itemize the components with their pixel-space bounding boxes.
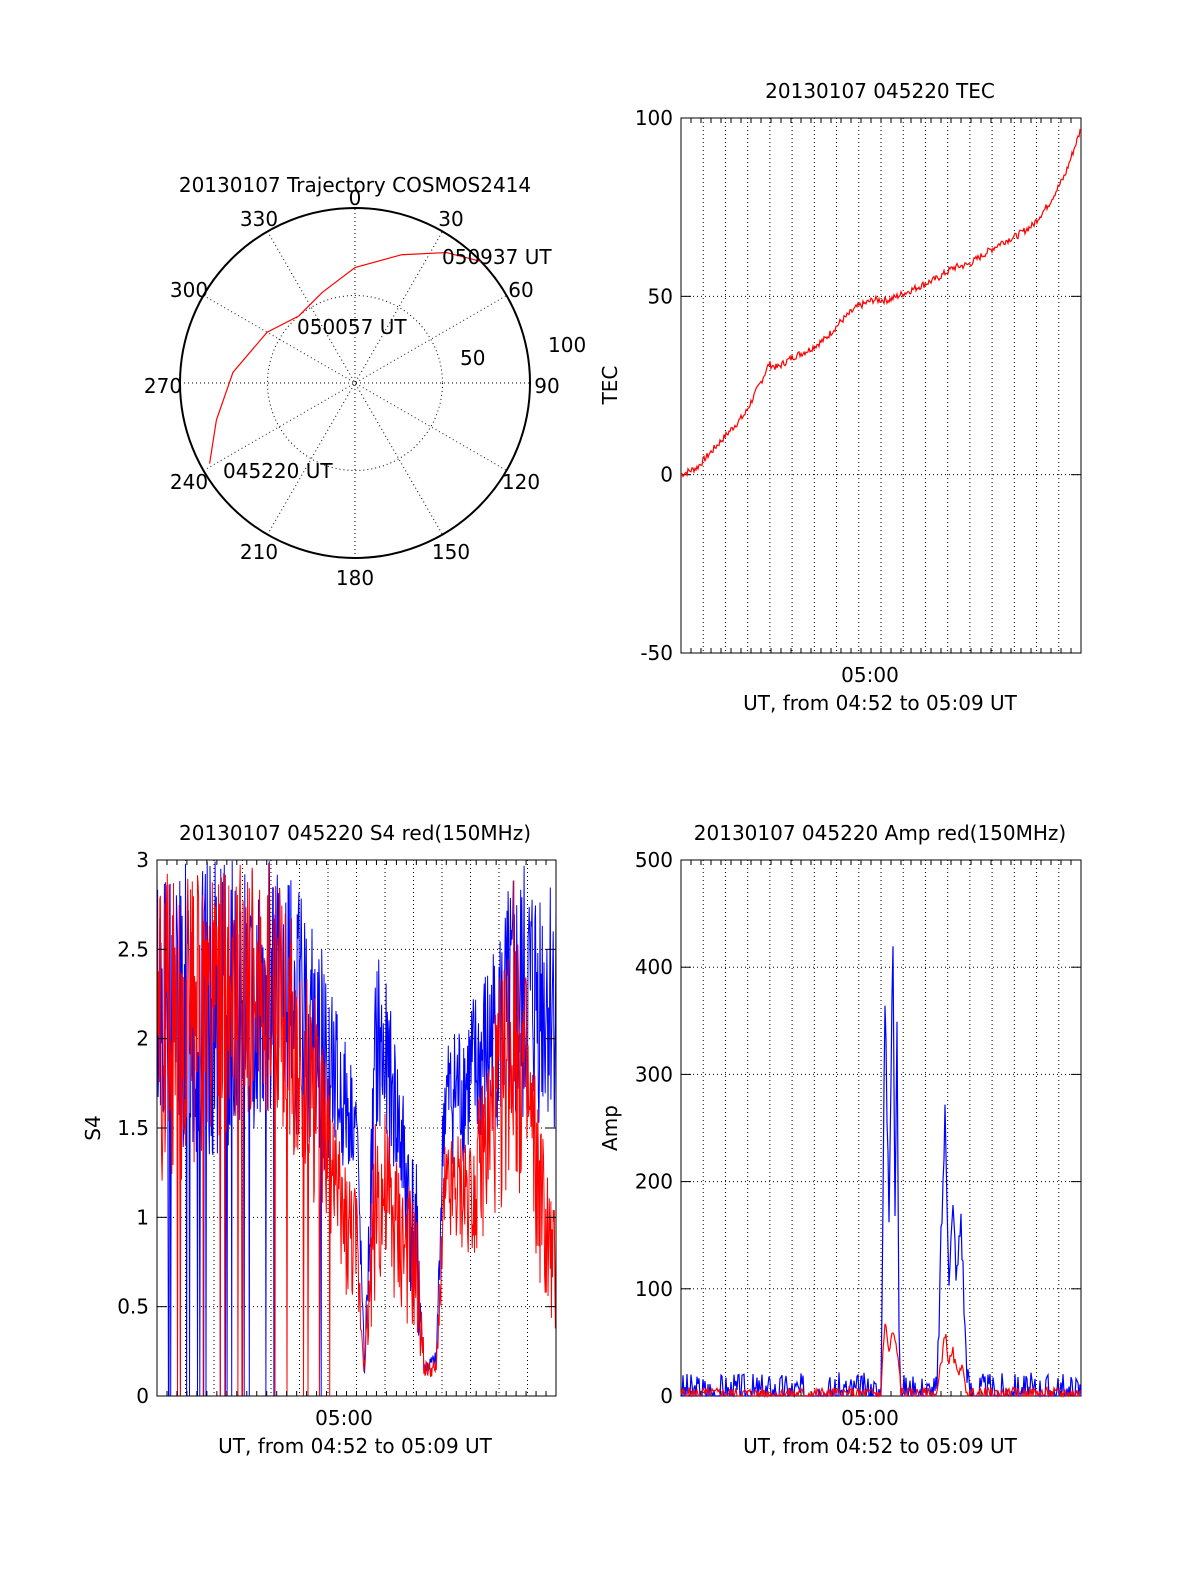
amp-series-red <box>680 1323 1082 1399</box>
amp-ytick-label: 200 <box>635 1170 673 1194</box>
s4-series-red <box>156 863 557 1397</box>
amp-xlabel: UT, from 04:52 to 05:09 UT <box>743 1434 1018 1458</box>
polar-radial-label-50: 50 <box>460 346 485 370</box>
s4-ytick-label: 2 <box>136 1027 149 1051</box>
polar-grid <box>180 208 530 558</box>
polar-az-label-90: 90 <box>534 374 559 398</box>
polar-ring-50 <box>267 295 443 471</box>
amp-ytick-label: 100 <box>635 1277 673 1301</box>
tec-title: 20130107 045220 TEC <box>765 79 995 103</box>
s4-title: 20130107 045220 S4 red(150MHz) <box>179 821 531 845</box>
polar-az-label-120: 120 <box>502 470 540 494</box>
tec-ytick-label: 0 <box>660 463 673 487</box>
polar-outer-ring <box>179 207 531 559</box>
polar-az-label-30: 30 <box>438 207 463 231</box>
polar-az-label-150: 150 <box>432 540 470 564</box>
s4-series-blue <box>156 860 557 1397</box>
amp-grid <box>681 860 1081 1396</box>
tec-ytick-label: -50 <box>640 641 673 665</box>
s4-ytick-label: 2.5 <box>117 937 149 961</box>
polar-az-label-210: 210 <box>240 540 278 564</box>
s4-ytick-label: 0.5 <box>117 1295 149 1319</box>
polar-annotation-mid: 050057 UT <box>297 315 407 339</box>
tec-series-line <box>680 128 1082 478</box>
tec-ytick-label: 50 <box>648 284 673 308</box>
s4-ytick-label: 1.5 <box>117 1116 149 1140</box>
polar-trajectory-line <box>209 251 482 464</box>
polar-az-label-0: 0 <box>349 186 362 210</box>
s4-ytick-label: 3 <box>136 848 149 872</box>
polar-radial-label-100: 100 <box>548 333 586 357</box>
tec-xtick-0500: 05:00 <box>841 663 899 687</box>
tec-y-ticks: 100 50 0 -50 <box>635 106 1081 665</box>
polar-az-label-60: 60 <box>508 278 533 302</box>
amp-ytick-label: 500 <box>635 848 673 872</box>
amp-xtick-0500: 05:00 <box>841 1406 899 1430</box>
amp-ylabel: Amp <box>598 1105 622 1151</box>
tec-grid <box>681 118 1081 653</box>
tec-ylabel: TEC <box>598 366 622 406</box>
s4-series <box>156 860 557 1397</box>
polar-plot: 20130107 Trajectory COSMOS2414 0 30 60 90 12… <box>144 173 586 590</box>
s4-xlabel: UT, from 04:52 to 05:09 UT <box>218 1434 493 1458</box>
amp-ytick-label: 400 <box>635 955 673 979</box>
s4-ytick-label: 0 <box>136 1384 149 1408</box>
amp-title: 20130107 045220 Amp red(150MHz) <box>694 821 1066 845</box>
polar-az-label-240: 240 <box>170 470 208 494</box>
tec-xlabel: UT, from 04:52 to 05:09 UT <box>743 691 1018 715</box>
polar-azimuth-labels: 0 30 60 90 120 150 180 210 240 270 300 330 <box>144 186 560 590</box>
polar-az-label-180: 180 <box>336 566 374 590</box>
polar-az-label-270: 270 <box>144 374 182 398</box>
polar-title: 20130107 Trajectory COSMOS2414 <box>179 173 531 197</box>
s4-y-ticks: 3 2.5 2 1.5 1 0.5 0 <box>117 848 556 1408</box>
polar-annotation-end: 050937 UT <box>442 245 552 269</box>
polar-az-label-300: 300 <box>170 278 208 302</box>
tec-ytick-label: 100 <box>635 106 673 130</box>
s4-ytick-label: 1 <box>136 1205 149 1229</box>
amp-ytick-label: 300 <box>635 1062 673 1086</box>
s4-xtick-0500: 05:00 <box>315 1406 373 1430</box>
polar-az-label-330: 330 <box>240 207 278 231</box>
amp-ytick-label: 0 <box>660 1384 673 1408</box>
s4-plot: 20130107 045220 S4 red(150MHz) 3 2.5 2 1.5 1… <box>81 821 557 1458</box>
polar-annotation-start: 045220 UT <box>223 459 333 483</box>
amp-plot: 20130107 045220 Amp red(150MHz) 500 400 30… <box>598 821 1082 1458</box>
s4-ylabel: S4 <box>81 1115 105 1140</box>
